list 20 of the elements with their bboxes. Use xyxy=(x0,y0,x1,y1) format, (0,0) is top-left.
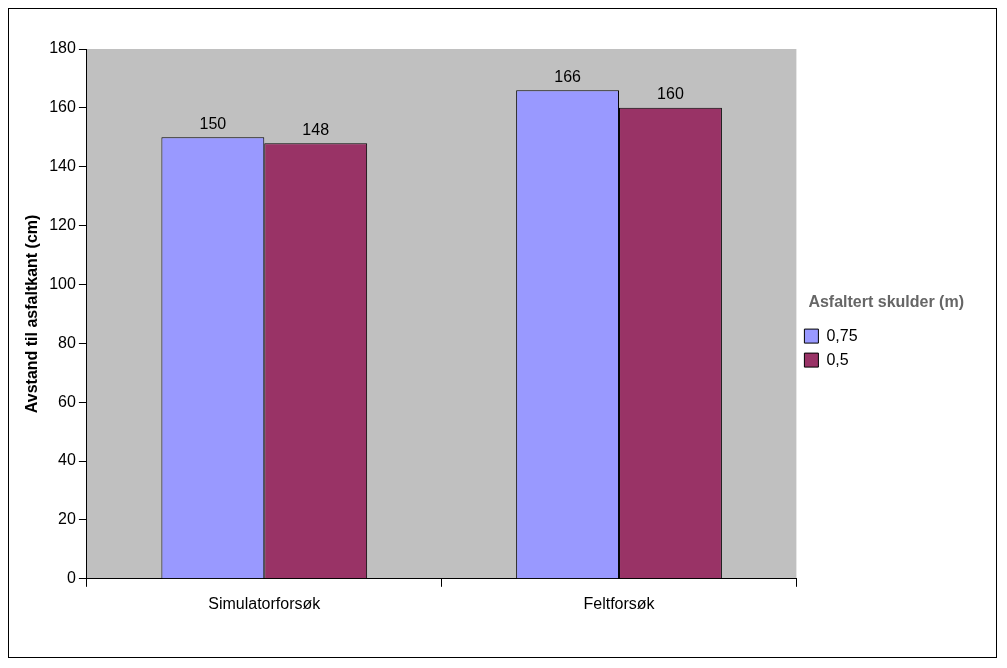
legend-title: Asfaltert skulder (m) xyxy=(808,293,964,311)
data-label: 166 xyxy=(554,67,582,85)
y-tick-label: 40 xyxy=(58,451,76,469)
data-label: 150 xyxy=(199,114,227,132)
y-tick-label: 80 xyxy=(58,333,76,351)
y-tick-label: 180 xyxy=(49,39,76,57)
y-tick-label: 60 xyxy=(58,392,76,410)
y-tick-label: 20 xyxy=(58,510,76,528)
x-tick-label: Simulatorforsøk xyxy=(208,594,322,612)
legend-label: 0,75 xyxy=(826,326,858,344)
y-tick-label: 120 xyxy=(49,216,76,234)
y-tick-label: 0 xyxy=(66,569,76,587)
x-tick-label: Feltforsøk xyxy=(583,594,656,612)
y-tick-label: 100 xyxy=(49,274,76,292)
data-label: 160 xyxy=(657,85,684,103)
y-tick-label: 160 xyxy=(49,98,76,116)
y-tick-label: 140 xyxy=(49,157,76,175)
data-label: 148 xyxy=(302,120,330,138)
y-axis-title: Avstand til asfaltkant (cm) xyxy=(23,214,41,414)
legend-label: 0,5 xyxy=(826,350,849,368)
